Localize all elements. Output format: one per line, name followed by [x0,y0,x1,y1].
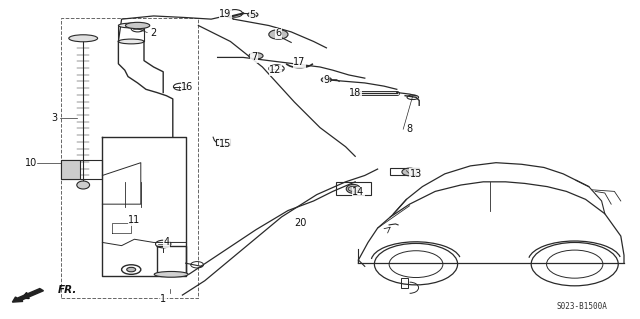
Bar [216,139,230,145]
Text: 7: 7 [251,52,257,63]
Text: 14: 14 [352,187,365,197]
Text: 18: 18 [349,87,362,98]
Text: 1: 1 [160,294,166,304]
Ellipse shape [154,271,188,277]
Text: 3: 3 [51,113,58,123]
FancyArrow shape [12,289,44,302]
Ellipse shape [346,184,360,193]
Ellipse shape [321,77,332,82]
Text: FR.: FR. [58,285,77,295]
Text: 11: 11 [128,215,141,225]
Text: 10: 10 [24,158,37,168]
Text: 4: 4 [163,237,170,248]
Text: 2: 2 [150,27,157,38]
Text: 13: 13 [410,169,422,179]
Circle shape [269,30,288,39]
Text: 8: 8 [406,124,413,134]
Ellipse shape [118,39,144,44]
Ellipse shape [77,181,90,189]
Bar [336,182,371,195]
Bar [61,18,198,298]
Text: 16: 16 [181,82,194,92]
Text: 20: 20 [294,218,307,228]
Text: 19: 19 [219,9,232,19]
Text: 17: 17 [293,57,306,67]
Text: 12: 12 [269,65,282,75]
Text: 5: 5 [250,10,256,20]
Text: 9: 9 [323,75,330,85]
Bar [390,168,419,175]
Text: 15: 15 [219,139,232,149]
Text: 6: 6 [275,28,282,39]
Ellipse shape [127,267,136,272]
Circle shape [402,168,417,176]
Ellipse shape [249,53,263,59]
Bar [61,160,102,179]
Text: S023-B1500A: S023-B1500A [557,302,608,311]
Bar [401,278,408,288]
Ellipse shape [69,35,97,42]
Ellipse shape [125,22,150,29]
Bar [61,160,80,179]
Ellipse shape [118,23,144,28]
